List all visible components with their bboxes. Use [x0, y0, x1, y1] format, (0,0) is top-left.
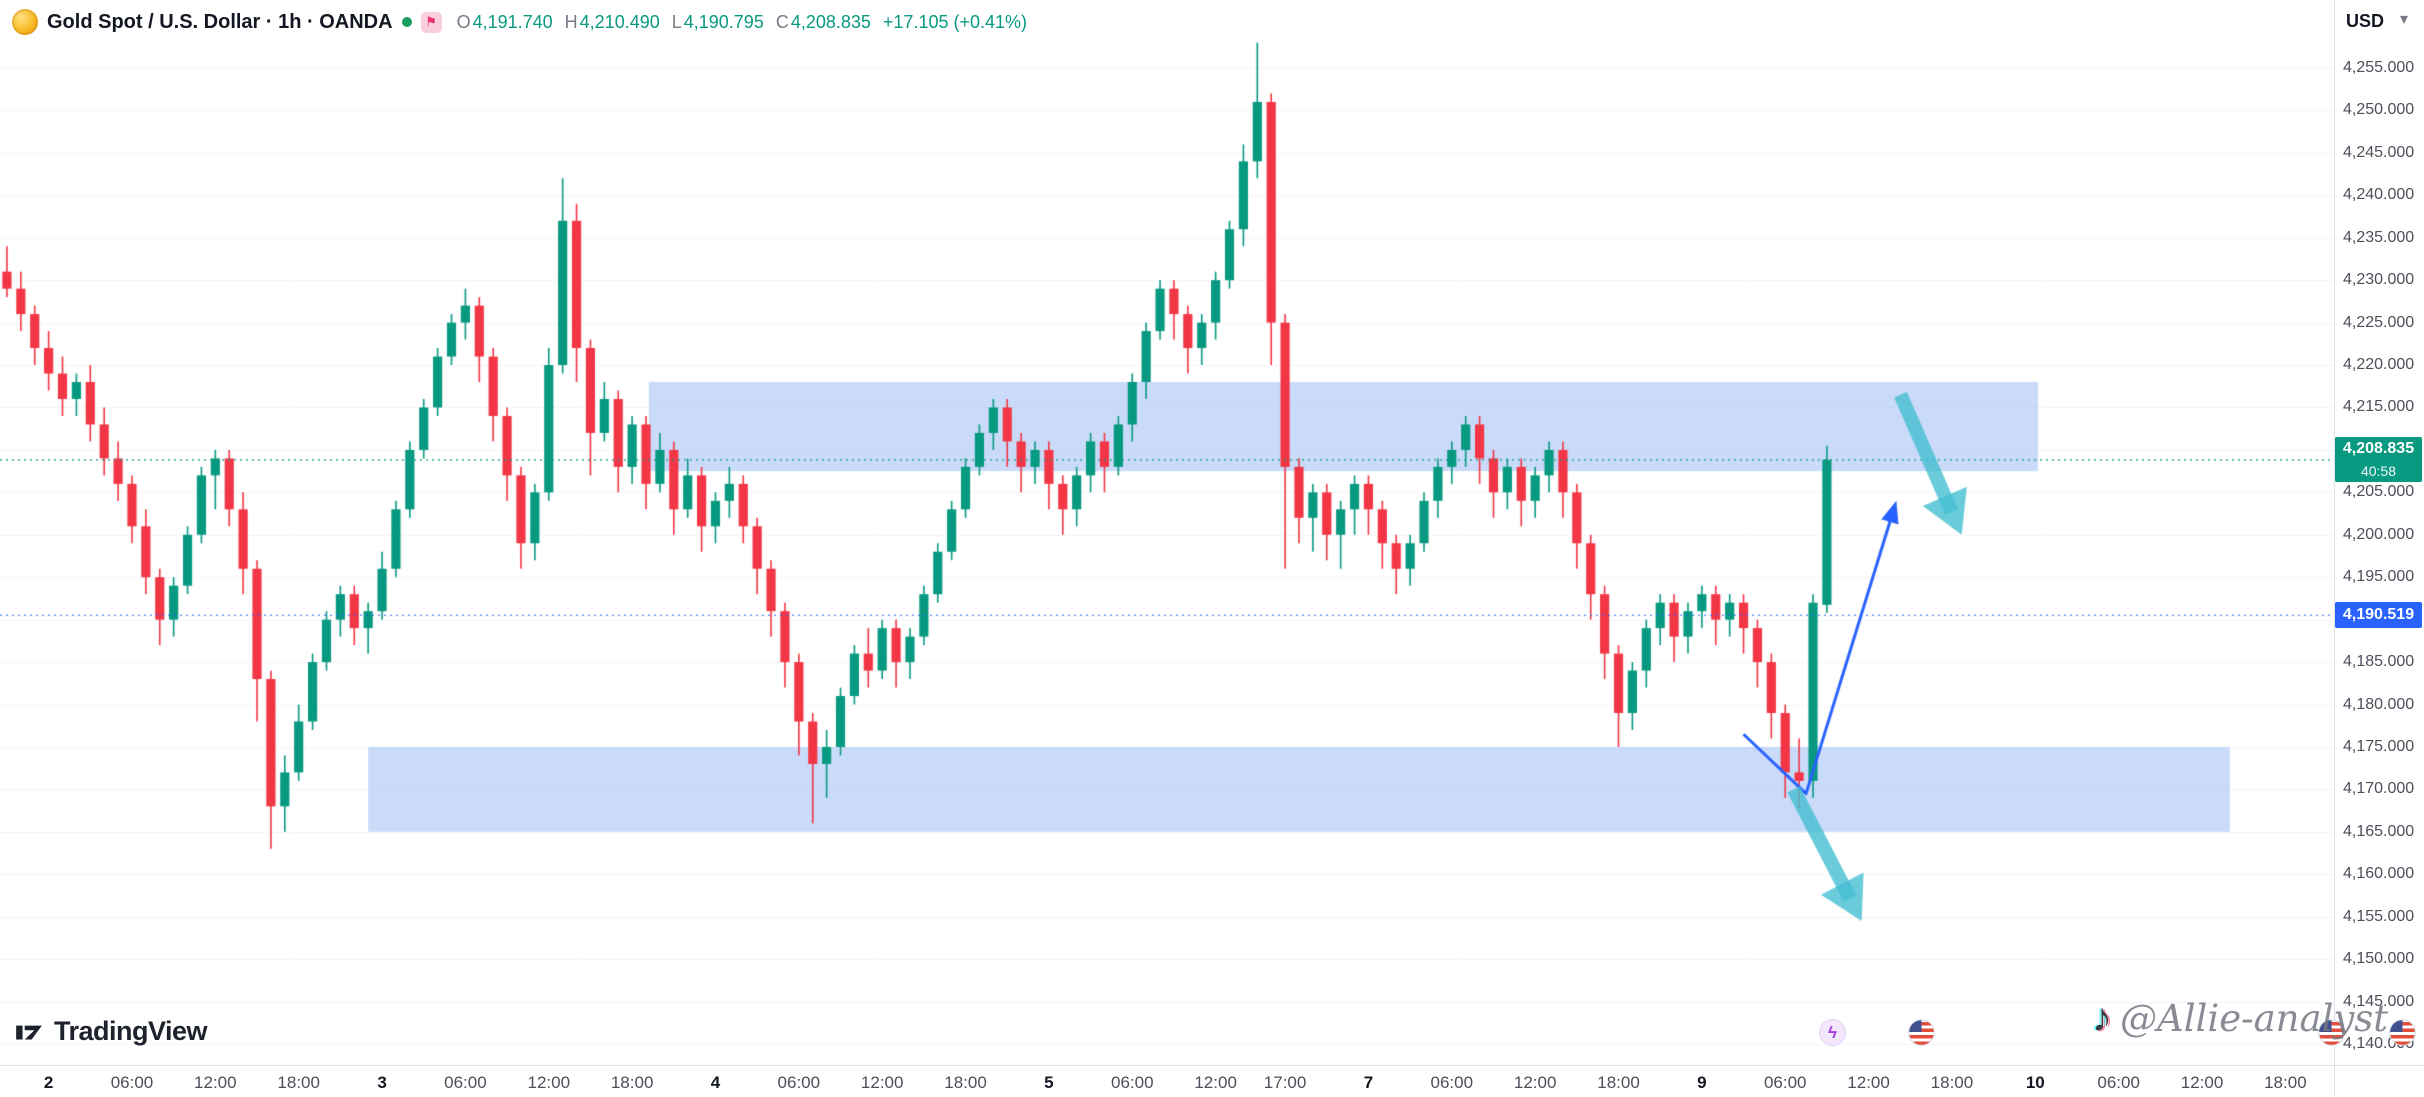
- time-axis-label: 18:00: [1930, 1073, 1974, 1092]
- price-axis-label: 4,220.000: [2343, 356, 2415, 374]
- price-axis-label: 4,255.000: [2343, 59, 2415, 76]
- high-value: H 4,210.490: [564, 11, 660, 32]
- ohlc-values: O 4,191.740 H 4,210.490 L 4,190.795 C 4,208.…: [457, 12, 1027, 33]
- low-value: L 4,190.795: [671, 11, 764, 32]
- price-axis-label: 4,240.000: [2343, 186, 2415, 204]
- price-axis[interactable]: 4,255.000 4,250.000 4,245.000 4,240.000 4,23…: [2334, 0, 2424, 1065]
- price-axis-label: 4,180.000: [2343, 695, 2415, 713]
- time-axis-label: 7: [1363, 1073, 1374, 1092]
- bar-countdown: 40:58: [2360, 462, 2397, 479]
- price-axis-label: 4,235.000: [2343, 228, 2415, 246]
- price-axis-label: 4,170.000: [2343, 780, 2415, 798]
- time-axis-label: 18:00: [1597, 1073, 1640, 1092]
- open-value: O 4,191.740: [456, 11, 553, 32]
- event-icon-row: ϟ: [0, 1019, 2424, 1046]
- time-axis[interactable]: 2 06:00 12:00 18:00 3 06:00 12:00 18:00 4 06:00 12…: [0, 1065, 2424, 1097]
- time-axis-label: 3: [377, 1073, 387, 1092]
- watermark-handle: @Allie-analyst: [2120, 997, 2389, 1040]
- time-axis-label: 12:00: [1513, 1073, 1557, 1092]
- close-value: C 4,208.835: [775, 11, 871, 32]
- price-axis-label: 4,160.000: [2343, 865, 2415, 883]
- time-axis-label: 12:00: [194, 1073, 237, 1092]
- price-axis-label: 4,155.000: [2343, 907, 2415, 925]
- price-axis-label: 4,205.000: [2343, 483, 2415, 501]
- gold-symbol-icon: [12, 9, 38, 35]
- time-axis-label: 06:00: [1110, 1073, 1154, 1092]
- time-axis-label: 5: [1044, 1073, 1054, 1092]
- tradingview-logo-icon: [16, 1025, 42, 1039]
- time-axis-label: 12:00: [860, 1073, 904, 1092]
- market-status-dot-icon[interactable]: [401, 17, 412, 27]
- price-axis-label: 4,150.000: [2343, 950, 2415, 968]
- time-axis-label: 12:00: [2180, 1073, 2224, 1092]
- music-note-icon: ♪: [2092, 996, 2112, 1040]
- change-value: +17.105 (+0.41%): [882, 11, 1028, 32]
- time-axis-label: 06:00: [2097, 1073, 2140, 1092]
- price-scale-currency[interactable]: USD: [2346, 11, 2385, 31]
- time-axis-label: 18:00: [277, 1073, 320, 1092]
- time-axis-label: 12:00: [1847, 1073, 1890, 1092]
- price-axis-label: 4,250.000: [2343, 101, 2415, 119]
- time-axis-label: 4: [710, 1073, 721, 1092]
- time-axis-label: 06:00: [1763, 1073, 1807, 1092]
- tradingview-logo[interactable]: TradingView: [14, 1016, 208, 1047]
- price-axis-label: 4,145.000: [2343, 992, 2415, 1010]
- price-axis-label: 4,165.000: [2343, 822, 2415, 840]
- author-watermark: ♪ @Allie-analyst: [2092, 996, 2388, 1041]
- axis-corner[interactable]: [2334, 1065, 2424, 1097]
- event-us-flag-icon[interactable]: [2388, 1019, 2416, 1046]
- price-axis-label: 4,245.000: [2343, 143, 2415, 161]
- time-axis-label: 9: [1697, 1073, 1707, 1092]
- time-axis-label: 06:00: [444, 1073, 487, 1092]
- time-axis-label: 12:00: [527, 1073, 571, 1092]
- price-axis-label: 4,230.000: [2343, 271, 2415, 289]
- price-axis-label: 4,215.000: [2343, 398, 2415, 416]
- event-us-flag-icon[interactable]: [2317, 1019, 2345, 1046]
- time-axis-label: 17:00: [1263, 1073, 1307, 1092]
- time-axis-label: 18:00: [2264, 1073, 2307, 1092]
- time-axis-label: 06:00: [110, 1073, 154, 1092]
- chevron-down-icon[interactable]: ▾: [2400, 11, 2409, 28]
- time-axis-label: 18:00: [610, 1073, 654, 1092]
- alert-price-label: 4,190.519: [2335, 602, 2422, 629]
- time-axis-label: 12:00: [1194, 1073, 1237, 1092]
- symbol-legend[interactable]: Gold Spot / U.S. Dollar · 1h · OANDA ⚑ O…: [12, 9, 1027, 35]
- price-axis-label: 4,175.000: [2343, 737, 2415, 755]
- flag-icon[interactable]: ⚑: [420, 11, 442, 33]
- price-axis-label: 4,225.000: [2343, 313, 2415, 331]
- time-axis-label: 10: [2025, 1073, 2045, 1092]
- price-axis-label: 4,195.000: [2343, 568, 2415, 586]
- symbol-title[interactable]: Gold Spot / U.S. Dollar · 1h · OANDA: [47, 10, 393, 33]
- price-axis-label: 4,185.000: [2343, 653, 2415, 671]
- time-axis-label: 06:00: [777, 1073, 821, 1092]
- event-lightning-icon[interactable]: ϟ: [1818, 1019, 1846, 1046]
- current-price-label: 4,208.835 40:58: [2335, 436, 2422, 482]
- time-axis-label: 2: [43, 1073, 54, 1092]
- price-chart-canvas[interactable]: [0, 0, 2334, 1065]
- time-axis-label: 06:00: [1430, 1073, 1474, 1092]
- event-us-flag-icon[interactable]: [1908, 1019, 1935, 1046]
- time-axis-label: 18:00: [944, 1073, 987, 1092]
- price-axis-label: 4,200.000: [2343, 525, 2415, 543]
- tradingview-logo-text: TradingView: [54, 1016, 208, 1046]
